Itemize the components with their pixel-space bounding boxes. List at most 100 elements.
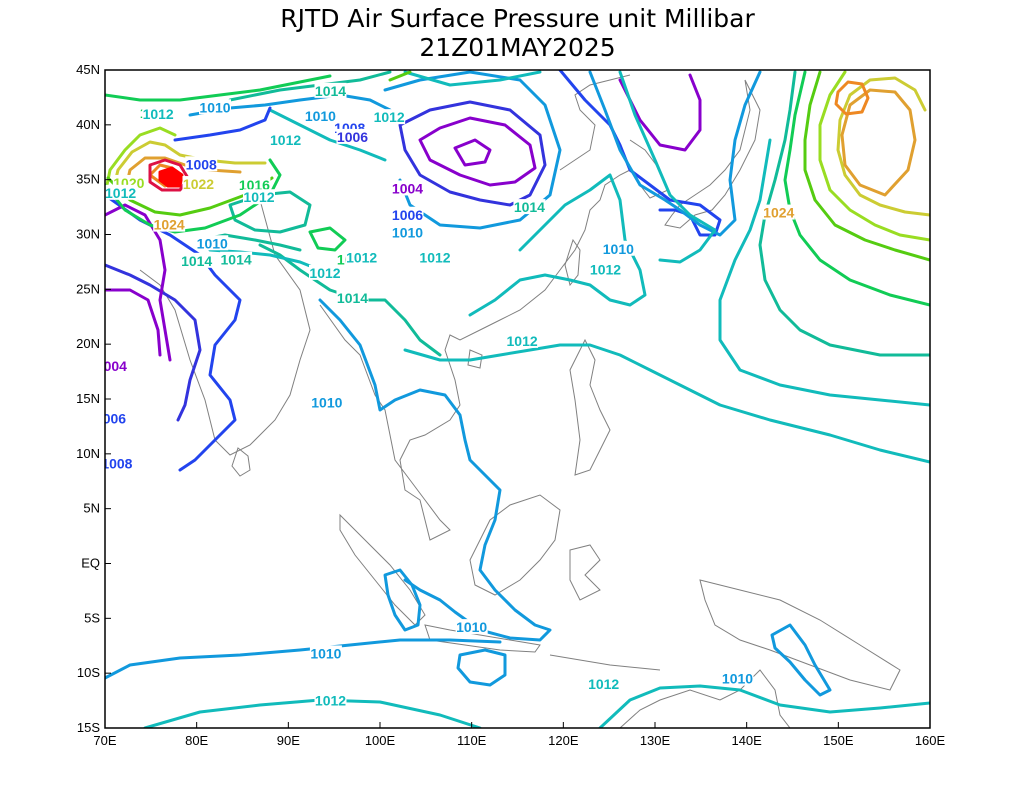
isobar-label: 1008: [101, 455, 133, 472]
isobar-1012-asia: [468, 173, 647, 317]
isobar-label: 1006: [105, 410, 127, 427]
isobar-1012-central: [268, 108, 387, 162]
isobar-label-background: [153, 216, 186, 232]
isobar-1024-east: [840, 88, 917, 197]
isobar-label: 1006: [336, 128, 369, 145]
isobar-label-text: 1012: [309, 265, 340, 281]
isobar-label-text: 1010: [305, 108, 336, 124]
isobar-label-text: 1010: [310, 645, 341, 661]
isobar-label: 1012: [589, 261, 622, 278]
isobar-label-text: 1010: [197, 235, 228, 251]
y-tick-label: 25N: [76, 281, 100, 296]
isobar-1010-sumatra: [383, 568, 422, 632]
isobar-1018-east: [803, 70, 930, 262]
isobar-label-text: 1010: [722, 671, 753, 687]
isobar-label-text: 1014: [181, 253, 212, 269]
isobar-1004-nw: [105, 203, 172, 362]
isobar-label: 1012: [587, 676, 620, 692]
isobar-label: 1010: [391, 224, 424, 240]
isobar-label-text: 1010: [311, 394, 342, 410]
isobar-1014-east: [758, 70, 930, 357]
isobar-label-text: 1010: [456, 619, 487, 635]
isobar-1004-india-north: [105, 288, 162, 357]
isobar-label-text: 1014: [337, 290, 368, 306]
isobar-1026-east: [834, 80, 870, 116]
coastline-philippines: [569, 338, 611, 476]
coastline-india: [139, 199, 311, 456]
coastline-indochina: [319, 169, 631, 541]
y-tick-label: 40N: [76, 117, 100, 132]
coastline-sri-lanka: [231, 447, 251, 477]
isobar-label: 1014: [314, 82, 347, 99]
isobar-label-background: [336, 290, 369, 306]
isobar-label: 1010: [199, 99, 231, 115]
isobar-label-background: [304, 108, 337, 124]
isobar-label: 1010: [455, 619, 488, 635]
isobar-label-background: [309, 264, 341, 280]
y-tick-label: 10S: [77, 665, 100, 680]
x-tick-label: 130E: [640, 733, 671, 748]
isobar-1006-china: [398, 100, 547, 207]
isobar-label-background: [373, 109, 406, 125]
y-tick-label: EQ: [81, 556, 100, 571]
isobar-label-text: 1008: [101, 456, 132, 472]
y-tick-label: 5N: [83, 501, 100, 516]
isobar-label: 1024: [153, 216, 186, 233]
isobar-label: 1024: [762, 204, 795, 221]
title-line-2: 21Z01MAY2025: [419, 33, 616, 62]
isobar-label-background: [238, 177, 271, 193]
isobar-label-text: 1012: [507, 333, 538, 349]
isobar-1010-south: [105, 638, 502, 680]
isobar-label-background: [105, 358, 128, 374]
isobar-label-text: 1008: [186, 156, 217, 172]
isobar-label: 1012: [373, 109, 406, 125]
isobar-label-background: [309, 645, 342, 661]
isobar-1020-east: [818, 70, 930, 242]
isobar-1022-east: [836, 76, 930, 217]
isobar-label-text: 1024: [763, 205, 794, 221]
isobar-label-text: 1004: [392, 180, 423, 196]
isobar-label: 1014: [180, 252, 213, 269]
isobar-label-text: 1012: [590, 262, 621, 278]
x-tick-label: 120E: [548, 733, 579, 748]
isobar-label: 1010: [196, 235, 229, 251]
x-tick-label: 110E: [457, 733, 487, 748]
isobar-1018-north: [388, 70, 412, 82]
isobar-label: 1010: [304, 108, 337, 124]
isobar-label-background: [243, 189, 275, 205]
isobar-1010-java-sea: [456, 648, 507, 687]
isobar-label: 1012: [345, 249, 378, 266]
isobar-label-text: 1012: [105, 185, 136, 201]
isobar-label-background: [314, 82, 347, 98]
isobar-label-background: [314, 692, 347, 708]
isobar-label-background: [391, 180, 424, 196]
isobar-1000-low: [158, 166, 184, 188]
isobar-label-background: [587, 676, 620, 692]
isobar-label: 1004: [391, 180, 424, 196]
isobar-label: 1016: [238, 177, 271, 193]
isobar-label: 1012: [269, 132, 302, 148]
isobars: [105, 70, 930, 728]
isobar-label-background: [199, 99, 231, 115]
isobar-1022-nw: [110, 140, 267, 197]
isobar-label-background: [220, 251, 253, 267]
isobar-label-background: [180, 252, 213, 268]
y-tick-label: 15S: [77, 720, 100, 735]
isobar-label: 1014: [336, 290, 369, 306]
isobar-label-background: [762, 204, 795, 220]
isobar-1016-east: [783, 70, 930, 307]
isobar-1006-manchuria: [618, 73, 702, 152]
isobar-label-text: 1006: [337, 129, 368, 145]
isobar-label-text: 1014: [315, 83, 346, 99]
isobar-label-text: 1010: [392, 224, 423, 240]
x-tick-label: 140E: [731, 733, 762, 748]
isobar-label: 1014: [220, 251, 253, 268]
isobar-label-text: 1012: [588, 676, 619, 692]
isobar-label-background: [345, 249, 378, 265]
isobar-1008-north: [173, 106, 272, 142]
y-axis-ticks: 45N 40N 35N 30N 25N 20N 15N 10N 5N EQ 5S 10S 15S: [76, 62, 111, 735]
x-tick-label: 80E: [185, 733, 208, 748]
isobar-label: 1012: [105, 184, 137, 201]
coastline-borneo: [469, 494, 561, 596]
isobar-label-text: 1016: [239, 177, 270, 193]
